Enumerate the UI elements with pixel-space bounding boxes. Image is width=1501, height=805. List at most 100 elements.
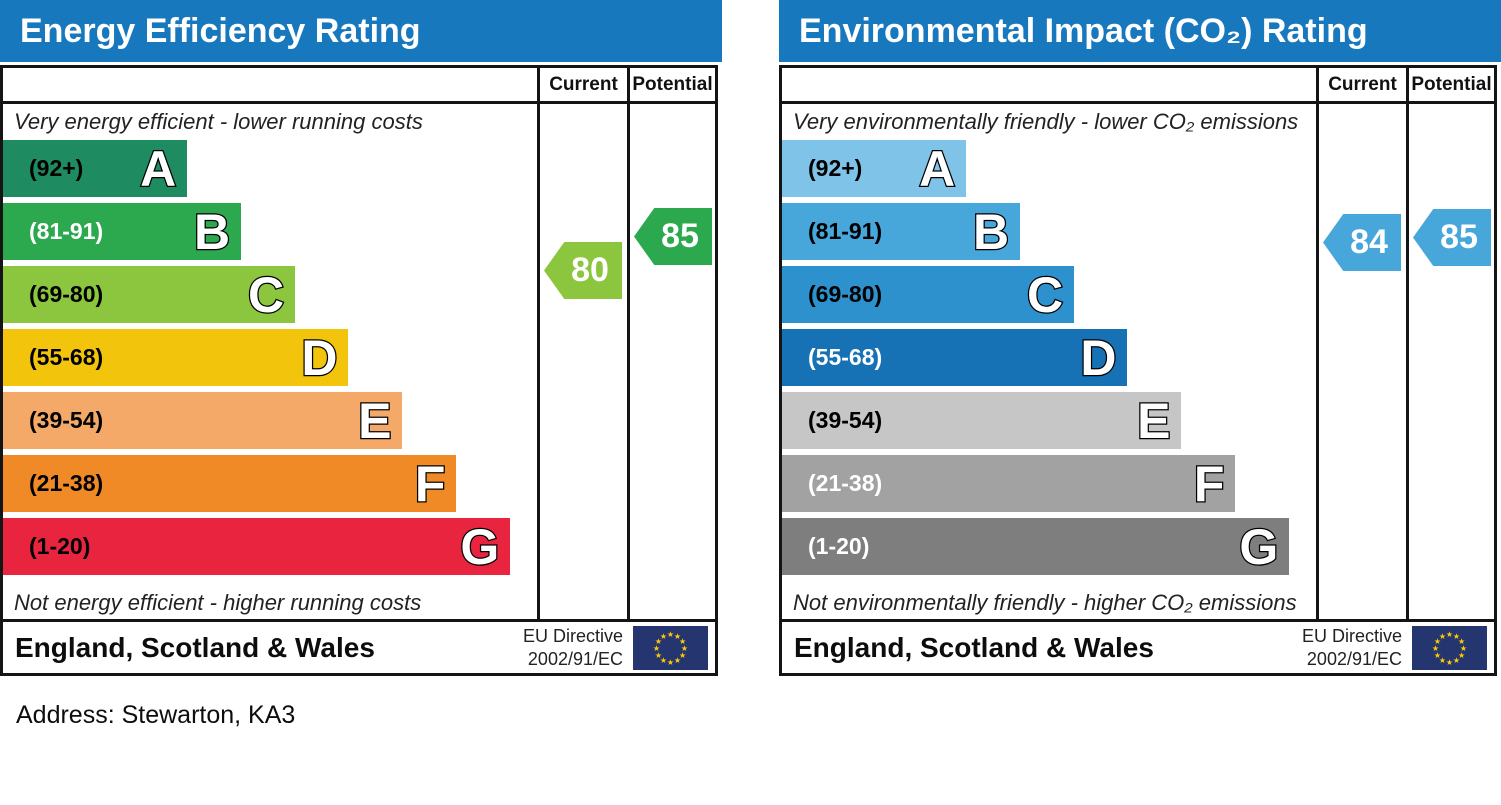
band-f: (21-38) F bbox=[782, 455, 1236, 512]
band-c: (69-80) C bbox=[782, 266, 1075, 323]
band-range-label: (55-68) bbox=[29, 344, 104, 370]
svg-text:★: ★ bbox=[679, 651, 686, 660]
current-column: 80 bbox=[537, 104, 627, 619]
band-range-label: (1-20) bbox=[808, 533, 870, 559]
band-e: (39-54) E bbox=[3, 392, 403, 449]
table-body-row: Very environmentally friendly - lower CO… bbox=[782, 104, 1494, 619]
svg-text:★: ★ bbox=[1434, 651, 1441, 660]
potential-column: 85 bbox=[627, 104, 715, 619]
eu-directive-line2: 2002/91/EC bbox=[1306, 648, 1402, 669]
table-footer-row: England, Scotland & Wales EU Directive 2… bbox=[782, 619, 1494, 673]
energy-efficiency-rating-chart: Energy Efficiency Rating Current Potenti… bbox=[0, 0, 722, 676]
svg-text:★: ★ bbox=[1434, 637, 1441, 646]
chart-title: Environmental Impact (CO₂) Rating bbox=[799, 11, 1368, 50]
svg-text:★: ★ bbox=[674, 631, 681, 640]
band-letter: C bbox=[247, 266, 286, 323]
svg-text:★: ★ bbox=[681, 644, 688, 653]
current-column: 84 bbox=[1316, 104, 1406, 619]
bottom-caption: Not environmentally friendly - higher CO… bbox=[793, 590, 1297, 615]
table-footer-row: England, Scotland & Wales EU Directive 2… bbox=[3, 619, 715, 673]
svg-text:★: ★ bbox=[667, 658, 674, 667]
svg-text:★: ★ bbox=[1439, 656, 1446, 665]
svg-text:★: ★ bbox=[1439, 631, 1446, 640]
svg-text:★: ★ bbox=[660, 656, 667, 665]
current-rating-arrow: 84 bbox=[1323, 214, 1401, 271]
footer-region-label: England, Scotland & Wales bbox=[794, 631, 1154, 663]
band-f: (21-38) F bbox=[3, 455, 457, 512]
eu-directive-label: EU Directive 2002/91/EC bbox=[1302, 625, 1402, 670]
band-scale-area: Very energy efficient - lower running co… bbox=[3, 104, 537, 619]
current-column-header: Current bbox=[537, 68, 627, 101]
svg-text:★: ★ bbox=[1453, 631, 1460, 640]
band-a: (92+) A bbox=[782, 140, 967, 197]
potential-column-header: Potential bbox=[627, 68, 715, 101]
environmental-impact-rating-chart: Environmental Impact (CO₂) Rating Curren… bbox=[779, 0, 1501, 676]
svg-text:★: ★ bbox=[1458, 651, 1465, 660]
eu-directive-line1: EU Directive bbox=[522, 626, 623, 646]
band-letter: G bbox=[1238, 518, 1279, 575]
band-range-label: (55-68) bbox=[808, 344, 883, 370]
table-header-row: Current Potential bbox=[782, 68, 1494, 104]
band-a: (92+) A bbox=[3, 140, 188, 197]
svg-text:★: ★ bbox=[667, 630, 674, 639]
band-letter: F bbox=[414, 455, 447, 512]
band-range-label: (21-38) bbox=[808, 470, 883, 496]
footer-region-label: England, Scotland & Wales bbox=[15, 631, 375, 663]
eu-directive-label: EU Directive 2002/91/EC bbox=[523, 625, 623, 670]
header-spacer bbox=[782, 68, 1316, 101]
svg-text:★: ★ bbox=[674, 656, 681, 665]
band-b: (81-91) B bbox=[3, 203, 242, 260]
svg-text:★: ★ bbox=[679, 637, 686, 646]
band-range-label: (1-20) bbox=[29, 533, 91, 559]
potential-rating-arrow: 85 bbox=[1413, 209, 1491, 266]
address-line: Address: Stewarton, KA3 bbox=[16, 701, 296, 729]
rating-table: Current Potential Very energy efficient … bbox=[0, 65, 718, 676]
eu-flag-icon: ★ ★ ★ ★ ★ ★ ★ ★ ★ ★ ★ ★ bbox=[633, 625, 708, 670]
band-letter: B bbox=[193, 203, 232, 260]
band-d: (55-68) D bbox=[782, 329, 1128, 386]
svg-text:★: ★ bbox=[1460, 644, 1467, 653]
band-letter: D bbox=[1079, 329, 1118, 386]
svg-text:★: ★ bbox=[655, 651, 662, 660]
chart-title-bar: Environmental Impact (CO₂) Rating bbox=[779, 0, 1501, 62]
band-range-label: (92+) bbox=[808, 155, 863, 181]
svg-text:★: ★ bbox=[1453, 656, 1460, 665]
band-d: (55-68) D bbox=[3, 329, 349, 386]
top-caption: Very energy efficient - lower running co… bbox=[14, 109, 423, 134]
eu-flag-icon: ★ ★ ★ ★ ★ ★ ★ ★ ★ ★ ★ ★ bbox=[1412, 625, 1487, 670]
svg-text:★: ★ bbox=[660, 631, 667, 640]
svg-text:★: ★ bbox=[653, 644, 660, 653]
band-range-label: (21-38) bbox=[29, 470, 104, 496]
band-letter: C bbox=[1026, 266, 1065, 323]
band-range-label: (81-91) bbox=[29, 218, 104, 244]
potential-column-header: Potential bbox=[1406, 68, 1494, 101]
band-g: (1-20) G bbox=[3, 518, 511, 575]
band-letter: E bbox=[1136, 392, 1172, 449]
band-letter: D bbox=[300, 329, 339, 386]
band-letter: F bbox=[1193, 455, 1226, 512]
band-letter: G bbox=[459, 518, 500, 575]
svg-text:★: ★ bbox=[1432, 644, 1439, 653]
chart-title-bar: Energy Efficiency Rating bbox=[0, 0, 722, 62]
band-range-label: (81-91) bbox=[808, 218, 883, 244]
header-spacer bbox=[3, 68, 537, 101]
table-body-row: Very energy efficient - lower running co… bbox=[3, 104, 715, 619]
band-letter: E bbox=[357, 392, 393, 449]
band-range-label: (39-54) bbox=[808, 407, 883, 433]
chart-title: Energy Efficiency Rating bbox=[20, 11, 421, 50]
eu-directive-line1: EU Directive bbox=[1301, 626, 1402, 646]
band-range-label: (92+) bbox=[29, 155, 84, 181]
eu-directive-line2: 2002/91/EC bbox=[527, 648, 623, 669]
band-range-label: (69-80) bbox=[29, 281, 104, 307]
svg-text:★: ★ bbox=[655, 637, 662, 646]
band-b: (81-91) B bbox=[782, 203, 1021, 260]
band-letter: A bbox=[918, 140, 957, 197]
band-g: (1-20) G bbox=[782, 518, 1290, 575]
band-scale-area: Very environmentally friendly - lower CO… bbox=[782, 104, 1316, 619]
band-c: (69-80) C bbox=[3, 266, 296, 323]
band-letter: B bbox=[972, 203, 1011, 260]
current-column-header: Current bbox=[1316, 68, 1406, 101]
band-range-label: (39-54) bbox=[29, 407, 104, 433]
potential-rating-arrow: 85 bbox=[634, 208, 712, 265]
